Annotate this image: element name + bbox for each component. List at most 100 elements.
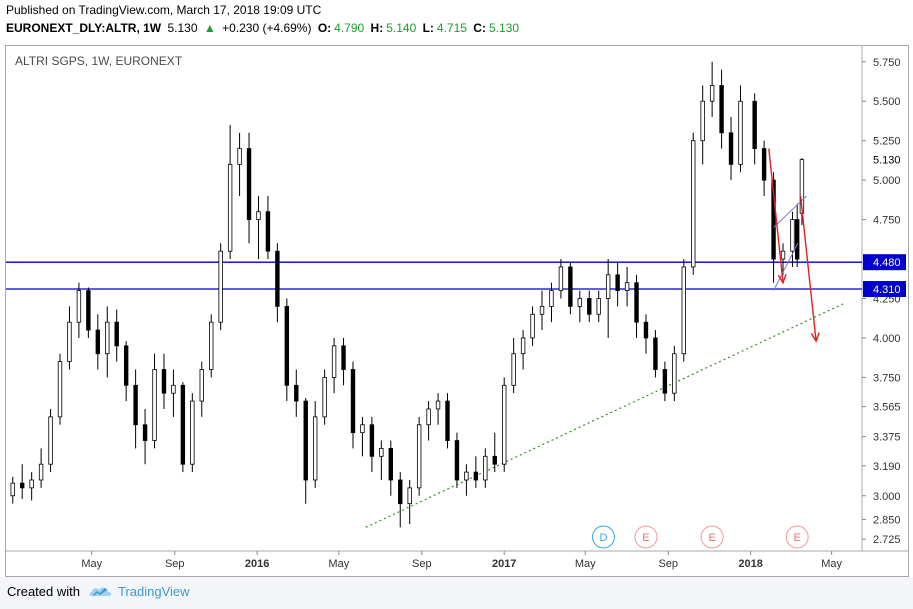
candle-body bbox=[596, 298, 601, 315]
candle-body bbox=[218, 250, 223, 323]
candle-body bbox=[360, 424, 365, 434]
x-tick-label: May bbox=[81, 558, 102, 570]
candle-body bbox=[48, 416, 53, 465]
event-marker-letter: E bbox=[642, 532, 649, 544]
candle-body bbox=[435, 400, 441, 410]
candle-body bbox=[256, 211, 261, 220]
candle-body bbox=[700, 100, 705, 142]
close-value: 5.130 bbox=[488, 21, 519, 35]
candle-body bbox=[530, 313, 535, 339]
price-chart[interactable]: ALTRI SGPS, 1W, EURONEXT 5.750 5.500 5.250 5… bbox=[0, 0, 913, 577]
close-label: C: bbox=[473, 21, 486, 35]
price-change: +0.230 (+4.69%) bbox=[222, 21, 312, 35]
candle-body bbox=[123, 345, 129, 386]
level-price-tag bbox=[863, 281, 906, 298]
symbol-info: EURONEXT_DLY:ALTR, 1W 5.130 ▲ +0.230 (+4… bbox=[6, 21, 522, 35]
candle-body bbox=[275, 250, 280, 307]
candle-body bbox=[761, 148, 767, 181]
candle-body bbox=[407, 487, 412, 505]
last-price-tag bbox=[863, 151, 906, 168]
y-tick-label: 3.565 bbox=[873, 402, 901, 414]
level-price-label: 4.310 bbox=[873, 284, 901, 296]
candle-body bbox=[180, 384, 186, 465]
candle-body bbox=[294, 384, 299, 402]
created-with-text: Created with bbox=[7, 584, 80, 599]
symbol-name[interactable]: EURONEXT_DLY:ALTR, 1W bbox=[6, 21, 162, 35]
candle-body bbox=[771, 179, 776, 260]
candle-body bbox=[662, 369, 668, 394]
candle-body bbox=[558, 266, 564, 292]
candle-body bbox=[29, 479, 34, 489]
high-value: 5.140 bbox=[386, 21, 417, 35]
chart-frame bbox=[5, 45, 909, 577]
earnings-marker bbox=[700, 525, 724, 549]
support-trendline bbox=[365, 302, 845, 528]
candle-body bbox=[719, 85, 724, 134]
candle-body bbox=[227, 163, 233, 252]
candle-body bbox=[454, 440, 460, 481]
candle-body bbox=[114, 321, 119, 347]
candle-body bbox=[284, 305, 290, 386]
x-tick-label: 2017 bbox=[492, 558, 516, 570]
candle-body bbox=[426, 408, 431, 426]
candle-body bbox=[161, 369, 167, 394]
x-tick-label: Sep bbox=[412, 558, 432, 570]
candle-body bbox=[67, 321, 72, 363]
candle-body bbox=[322, 377, 327, 418]
open-label: O: bbox=[317, 21, 332, 35]
candle-body bbox=[341, 345, 346, 370]
candle-body bbox=[199, 369, 204, 402]
candle-body bbox=[312, 416, 318, 481]
y-tick-label: 5.000 bbox=[873, 175, 901, 187]
forecast-arrow-line bbox=[799, 195, 817, 342]
candle-body bbox=[653, 337, 658, 370]
open-value: 4.790 bbox=[334, 21, 365, 35]
last-price: 5.130 bbox=[167, 21, 198, 35]
published-info: Published on TradingView.com, March 17, … bbox=[6, 3, 322, 17]
candle-body bbox=[190, 400, 195, 465]
candle-body bbox=[350, 369, 356, 434]
candle-body bbox=[672, 353, 677, 394]
candle-body bbox=[20, 482, 25, 489]
candle-body bbox=[568, 266, 573, 307]
y-tick-label: 3.375 bbox=[873, 432, 901, 444]
low-value: 4.715 bbox=[436, 21, 467, 35]
candle-body bbox=[624, 282, 630, 292]
x-tick-label: May bbox=[328, 558, 349, 570]
candle-body bbox=[643, 321, 649, 339]
tradingview-link[interactable]: TradingView bbox=[118, 584, 190, 599]
candle-body bbox=[152, 369, 157, 441]
candle-body bbox=[728, 132, 734, 165]
candle-body bbox=[398, 479, 403, 505]
candle-body bbox=[142, 424, 148, 441]
candle-body bbox=[209, 321, 214, 370]
level-price-tag bbox=[863, 254, 906, 271]
chart-title: ALTRI SGPS, 1W, EURONEXT bbox=[15, 54, 183, 68]
y-tick-label: 5.750 bbox=[873, 57, 901, 69]
high-label: H: bbox=[370, 21, 384, 35]
candle-body bbox=[681, 266, 686, 355]
candle-body bbox=[171, 384, 176, 394]
candle-body bbox=[265, 211, 271, 252]
candle-body bbox=[738, 100, 743, 165]
candle-body bbox=[86, 290, 91, 331]
candle-body bbox=[511, 353, 516, 386]
earnings-marker bbox=[634, 525, 658, 549]
forecast-arrow-line bbox=[768, 148, 784, 283]
candle-body bbox=[539, 305, 545, 315]
tradingview-logo-icon[interactable] bbox=[88, 583, 114, 601]
last-price-label: 5.130 bbox=[873, 155, 901, 167]
forecast-arrow-head bbox=[810, 332, 820, 343]
low-label: L: bbox=[422, 21, 434, 35]
candle-body bbox=[473, 471, 479, 481]
dividend-marker bbox=[591, 525, 615, 549]
candle-body bbox=[464, 471, 469, 481]
candle-body bbox=[587, 298, 592, 315]
candle-body bbox=[502, 384, 507, 465]
candle-body bbox=[246, 148, 252, 220]
candle-body bbox=[752, 100, 757, 149]
y-tick-label: 4.750 bbox=[873, 215, 901, 227]
level-price-label: 4.480 bbox=[873, 257, 901, 269]
candle-body bbox=[10, 482, 15, 497]
candle-body bbox=[416, 424, 422, 489]
